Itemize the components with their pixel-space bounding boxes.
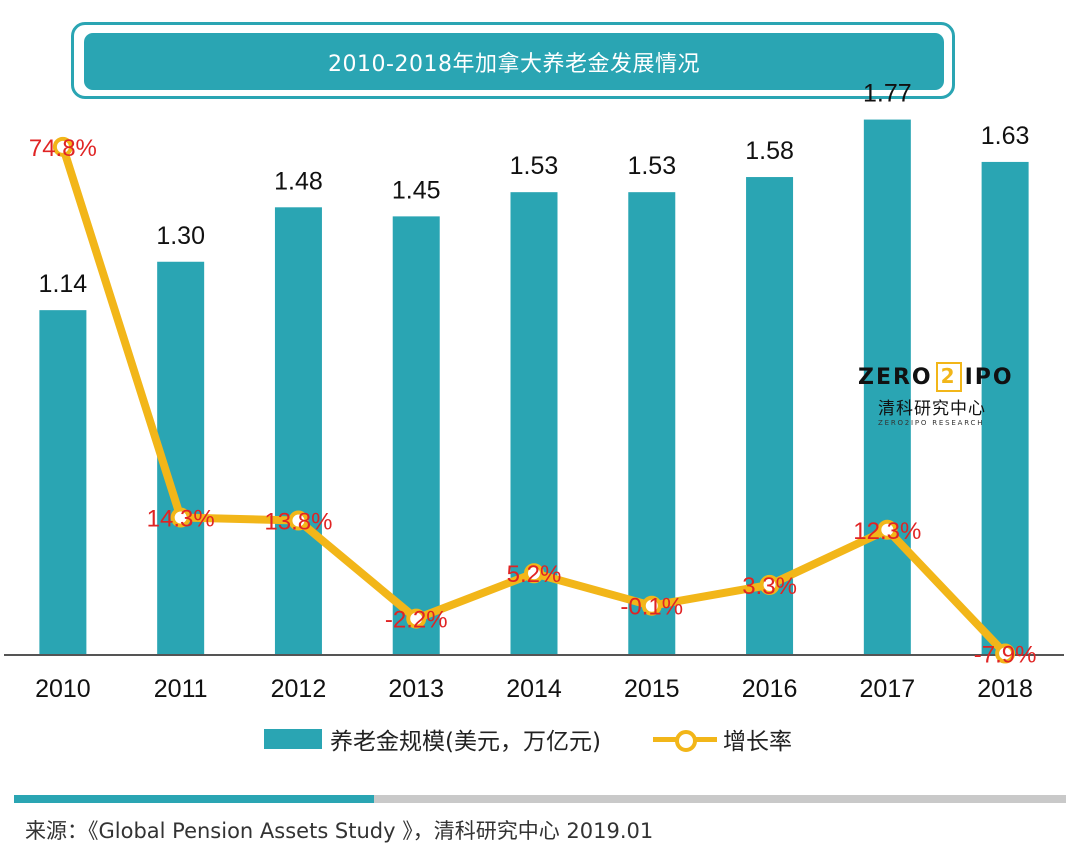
growth-point-2011 <box>170 507 191 528</box>
growth-label-2013: -2.2% <box>385 607 448 634</box>
x-tick-2014: 2014 <box>506 675 562 703</box>
chart-title: 2010-2018年加拿大养老金发展情况 <box>84 33 944 90</box>
logo-cn: 清科研究中心 <box>878 399 986 419</box>
logo-word-right: IPO <box>964 364 1014 390</box>
footer-divider-accent <box>14 795 374 803</box>
growth-label-2017: 12.3% <box>853 518 921 545</box>
bar-value-label-2013: 1.45 <box>392 176 441 204</box>
growth-point-2010 <box>52 136 73 157</box>
growth-point-2018 <box>995 643 1016 664</box>
x-tick-2011: 2011 <box>154 675 208 703</box>
x-tick-2017: 2017 <box>860 675 916 703</box>
bar-2013 <box>392 216 440 655</box>
bar-value-label-2011: 1.30 <box>156 222 205 250</box>
x-tick-2016: 2016 <box>742 675 798 703</box>
legend-bar-swatch <box>264 729 322 749</box>
bar-value-label-2012: 1.48 <box>274 167 323 195</box>
growth-label-2010: 74.8% <box>29 135 97 162</box>
zero2ipo-logo: ZERO 2 IPO 清科研究中心 ZERO2IPO RESEARCH <box>858 362 1020 427</box>
growth-label-2011: 14.3% <box>147 505 215 532</box>
logo-word-mid: 2 <box>935 362 962 392</box>
bar-value-label-2017: 1.77 <box>863 80 912 108</box>
growth-label-2015: -0.1% <box>620 594 683 621</box>
logo-en: ZERO2IPO RESEARCH <box>878 419 985 427</box>
x-tick-2012: 2012 <box>271 675 327 703</box>
growth-label-2014: 5.2% <box>507 561 562 588</box>
footer-divider <box>374 795 1066 803</box>
growth-point-2016 <box>759 574 780 595</box>
growth-point-2012 <box>288 510 309 531</box>
logo-word-left: ZERO <box>858 364 933 390</box>
growth-label-2018: -7.9% <box>974 642 1037 669</box>
chart-legend: 养老金规模(美元，万亿元) 增长率 <box>264 722 792 756</box>
growth-point-2017 <box>877 519 898 540</box>
bar-2018 <box>981 161 1029 656</box>
growth-label-2012: 13.8% <box>264 509 332 536</box>
legend-line-label: 增长率 <box>722 729 792 755</box>
x-tick-2010: 2010 <box>35 675 91 703</box>
x-tick-2015: 2015 <box>624 675 680 703</box>
growth-label-2016: 3.3% <box>742 573 797 600</box>
bar-value-label-2016: 1.58 <box>745 137 794 165</box>
bar-2010 <box>39 310 87 655</box>
growth-point-2014 <box>524 563 544 584</box>
growth-point-2013 <box>406 608 427 629</box>
bar-value-label-2010: 1.14 <box>39 270 88 298</box>
growth-point-2015 <box>641 595 662 616</box>
bar-value-label-2018: 1.63 <box>981 122 1030 150</box>
bar-2012 <box>274 207 322 656</box>
legend-line-swatch <box>652 729 717 752</box>
bar-2017 <box>863 119 911 655</box>
legend-bar-label: 养老金规模(美元，万亿元) <box>330 729 601 755</box>
source-note: 来源：《Global Pension Assets Study 》，清科研究中心… <box>25 819 654 843</box>
bar-value-label-2014: 1.53 <box>510 152 559 180</box>
bar-value-label-2015: 1.53 <box>627 152 676 180</box>
x-tick-2013: 2013 <box>388 675 444 703</box>
bar-2015 <box>628 192 676 656</box>
x-tick-2018: 2018 <box>977 675 1033 703</box>
